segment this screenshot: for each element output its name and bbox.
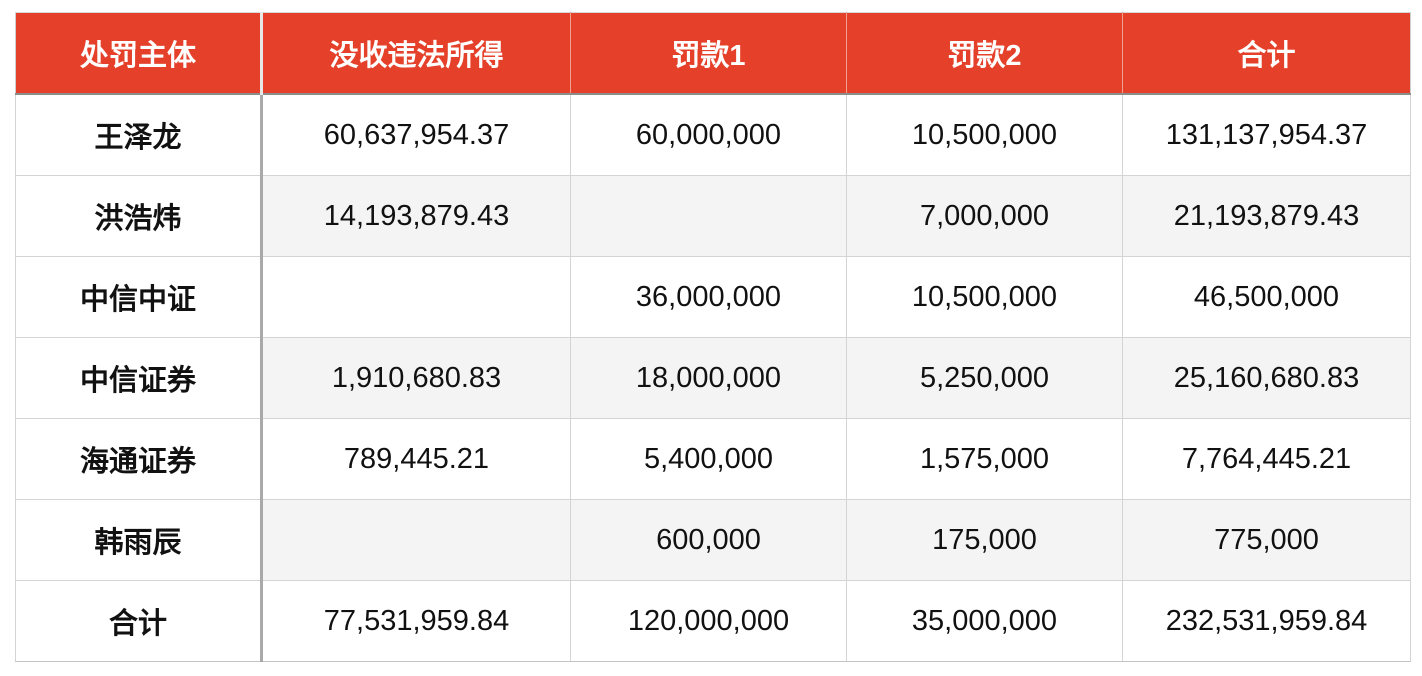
confiscated-cell <box>261 499 571 581</box>
column-header-fine2: 罚款2 <box>846 12 1123 95</box>
fine1-cell: 5,400,000 <box>570 418 847 500</box>
penalty-table: 处罚主体 没收违法所得 罚款1 罚款2 合计 王泽龙 60,637,954.37… <box>15 12 1411 662</box>
fine2-cell: 10,500,000 <box>846 256 1123 338</box>
fine2-cell: 5,250,000 <box>846 337 1123 419</box>
table-row: 韩雨辰 600,000 175,000 775,000 <box>15 499 1411 581</box>
entity-cell: 合计 <box>15 580 263 662</box>
fine1-cell: 60,000,000 <box>570 93 847 176</box>
entity-cell: 王泽龙 <box>15 93 263 176</box>
column-header-confiscated: 没收违法所得 <box>261 12 571 95</box>
total-cell: 7,764,445.21 <box>1122 418 1411 500</box>
table-header: 处罚主体 没收违法所得 罚款1 罚款2 合计 <box>15 12 1411 95</box>
fine2-cell: 10,500,000 <box>846 93 1123 176</box>
total-cell: 25,160,680.83 <box>1122 337 1411 419</box>
confiscated-cell: 60,637,954.37 <box>261 93 571 176</box>
table-body: 王泽龙 60,637,954.37 60,000,000 10,500,000 … <box>15 93 1411 662</box>
header-row: 处罚主体 没收违法所得 罚款1 罚款2 合计 <box>15 12 1411 95</box>
total-cell: 46,500,000 <box>1122 256 1411 338</box>
confiscated-cell: 14,193,879.43 <box>261 175 571 257</box>
column-header-total: 合计 <box>1122 12 1411 95</box>
confiscated-cell <box>261 256 571 338</box>
column-header-fine1: 罚款1 <box>570 12 847 95</box>
confiscated-cell: 1,910,680.83 <box>261 337 571 419</box>
table-total-row: 合计 77,531,959.84 120,000,000 35,000,000 … <box>15 580 1411 662</box>
fine1-cell: 18,000,000 <box>570 337 847 419</box>
total-cell: 232,531,959.84 <box>1122 580 1411 662</box>
entity-cell: 中信中证 <box>15 256 263 338</box>
entity-cell: 洪浩炜 <box>15 175 263 257</box>
table-row: 洪浩炜 14,193,879.43 7,000,000 21,193,879.4… <box>15 175 1411 257</box>
total-cell: 775,000 <box>1122 499 1411 581</box>
total-cell: 21,193,879.43 <box>1122 175 1411 257</box>
table-row: 中信中证 36,000,000 10,500,000 46,500,000 <box>15 256 1411 338</box>
confiscated-cell: 77,531,959.84 <box>261 580 571 662</box>
fine2-cell: 7,000,000 <box>846 175 1123 257</box>
column-header-entity: 处罚主体 <box>15 12 263 95</box>
table-row: 中信证券 1,910,680.83 18,000,000 5,250,000 2… <box>15 337 1411 419</box>
fine2-cell: 1,575,000 <box>846 418 1123 500</box>
fine1-cell: 600,000 <box>570 499 847 581</box>
entity-cell: 韩雨辰 <box>15 499 263 581</box>
fine2-cell: 175,000 <box>846 499 1123 581</box>
table-row: 王泽龙 60,637,954.37 60,000,000 10,500,000 … <box>15 93 1411 176</box>
fine1-cell <box>570 175 847 257</box>
entity-cell: 海通证券 <box>15 418 263 500</box>
fine1-cell: 120,000,000 <box>570 580 847 662</box>
confiscated-cell: 789,445.21 <box>261 418 571 500</box>
fine1-cell: 36,000,000 <box>570 256 847 338</box>
entity-cell: 中信证券 <box>15 337 263 419</box>
fine2-cell: 35,000,000 <box>846 580 1123 662</box>
penalty-table-container: 处罚主体 没收违法所得 罚款1 罚款2 合计 王泽龙 60,637,954.37… <box>15 12 1411 662</box>
total-cell: 131,137,954.37 <box>1122 93 1411 176</box>
table-row: 海通证券 789,445.21 5,400,000 1,575,000 7,76… <box>15 418 1411 500</box>
